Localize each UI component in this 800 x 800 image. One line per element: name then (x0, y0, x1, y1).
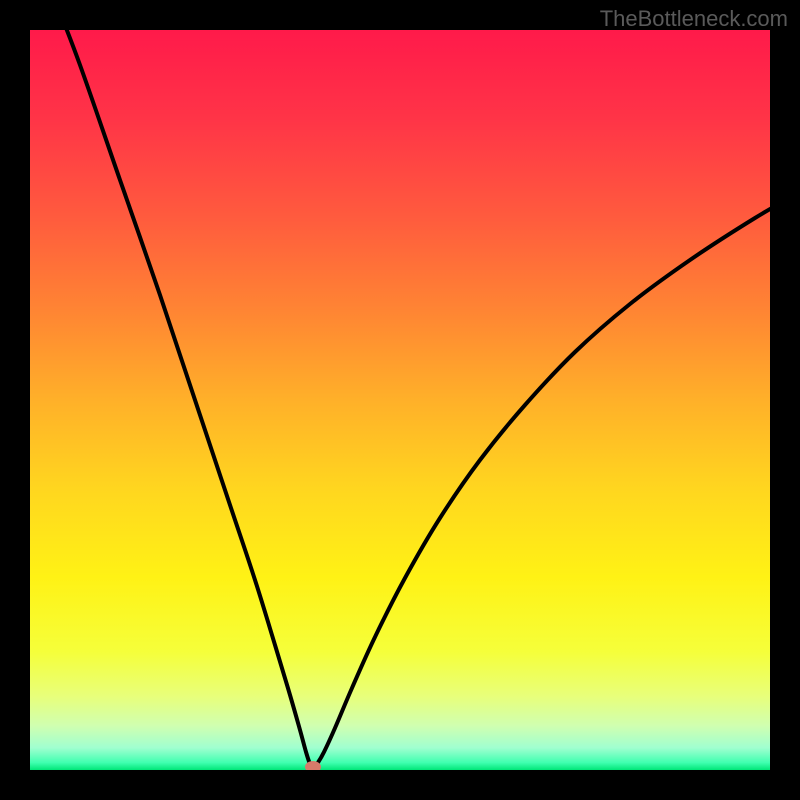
watermark-text: TheBottleneck.com (600, 6, 788, 32)
bottleneck-chart (0, 0, 800, 800)
chart-container: TheBottleneck.com (0, 0, 800, 800)
gradient-background (30, 30, 770, 770)
